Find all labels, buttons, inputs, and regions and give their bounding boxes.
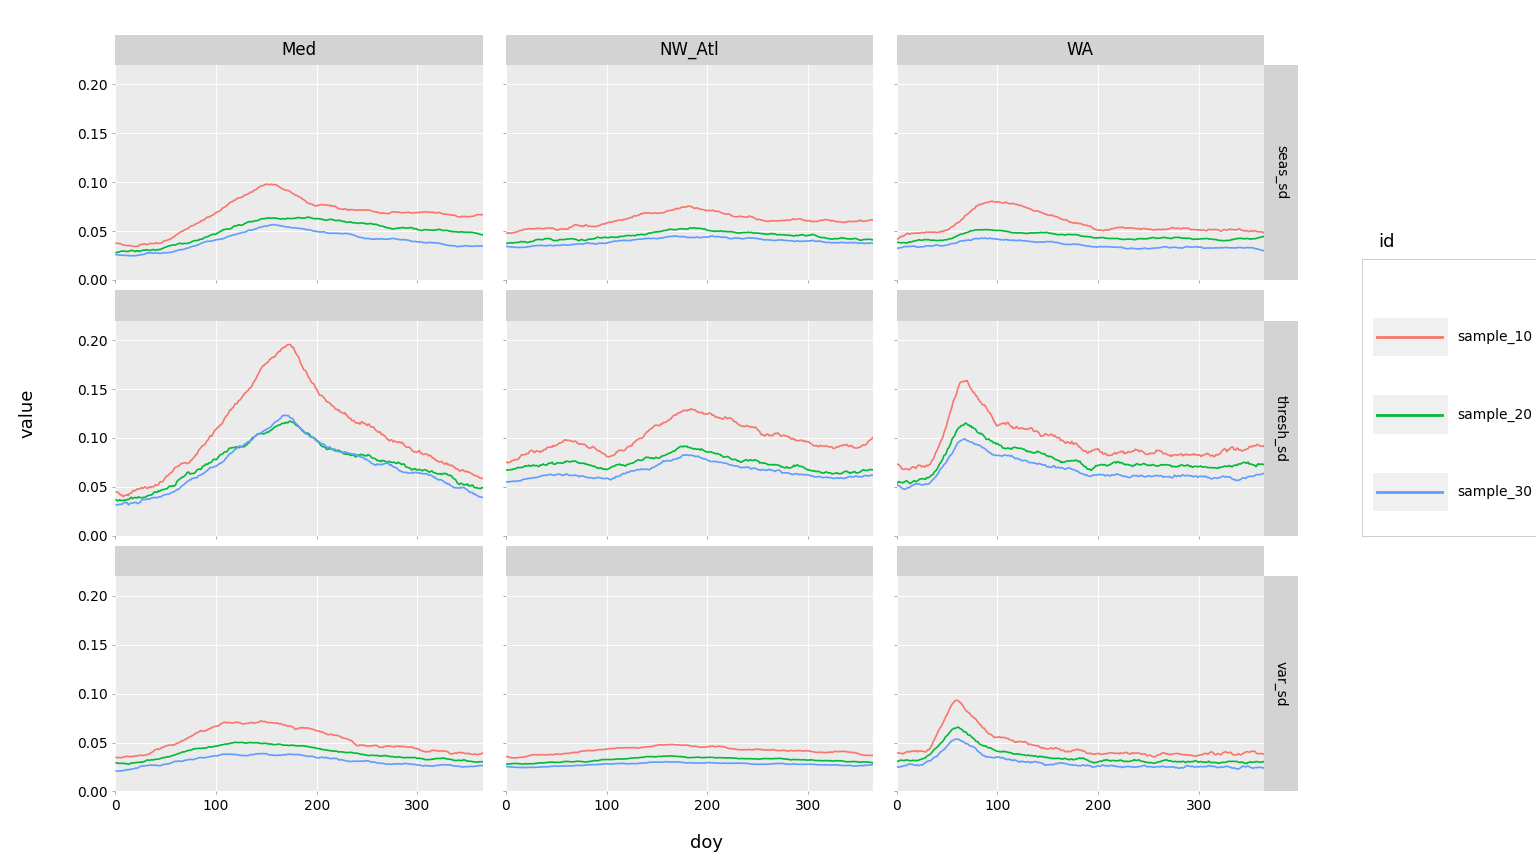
Text: thresh_sd: thresh_sd	[1273, 394, 1289, 462]
Text: sample_10: sample_10	[1458, 330, 1533, 344]
Text: doy: doy	[690, 835, 723, 852]
Text: var_sd: var_sd	[1273, 661, 1289, 707]
Text: sample_30: sample_30	[1458, 485, 1531, 499]
Text: id: id	[1378, 233, 1395, 251]
Text: Med: Med	[281, 41, 316, 59]
Text: sample_20: sample_20	[1458, 407, 1531, 421]
FancyBboxPatch shape	[1373, 472, 1448, 511]
Text: value: value	[18, 388, 37, 438]
Text: WA: WA	[1068, 41, 1094, 59]
FancyBboxPatch shape	[1373, 395, 1448, 434]
Text: seas_sd: seas_sd	[1273, 145, 1289, 200]
FancyBboxPatch shape	[1373, 317, 1448, 356]
Text: NW_Atl: NW_Atl	[660, 41, 719, 59]
